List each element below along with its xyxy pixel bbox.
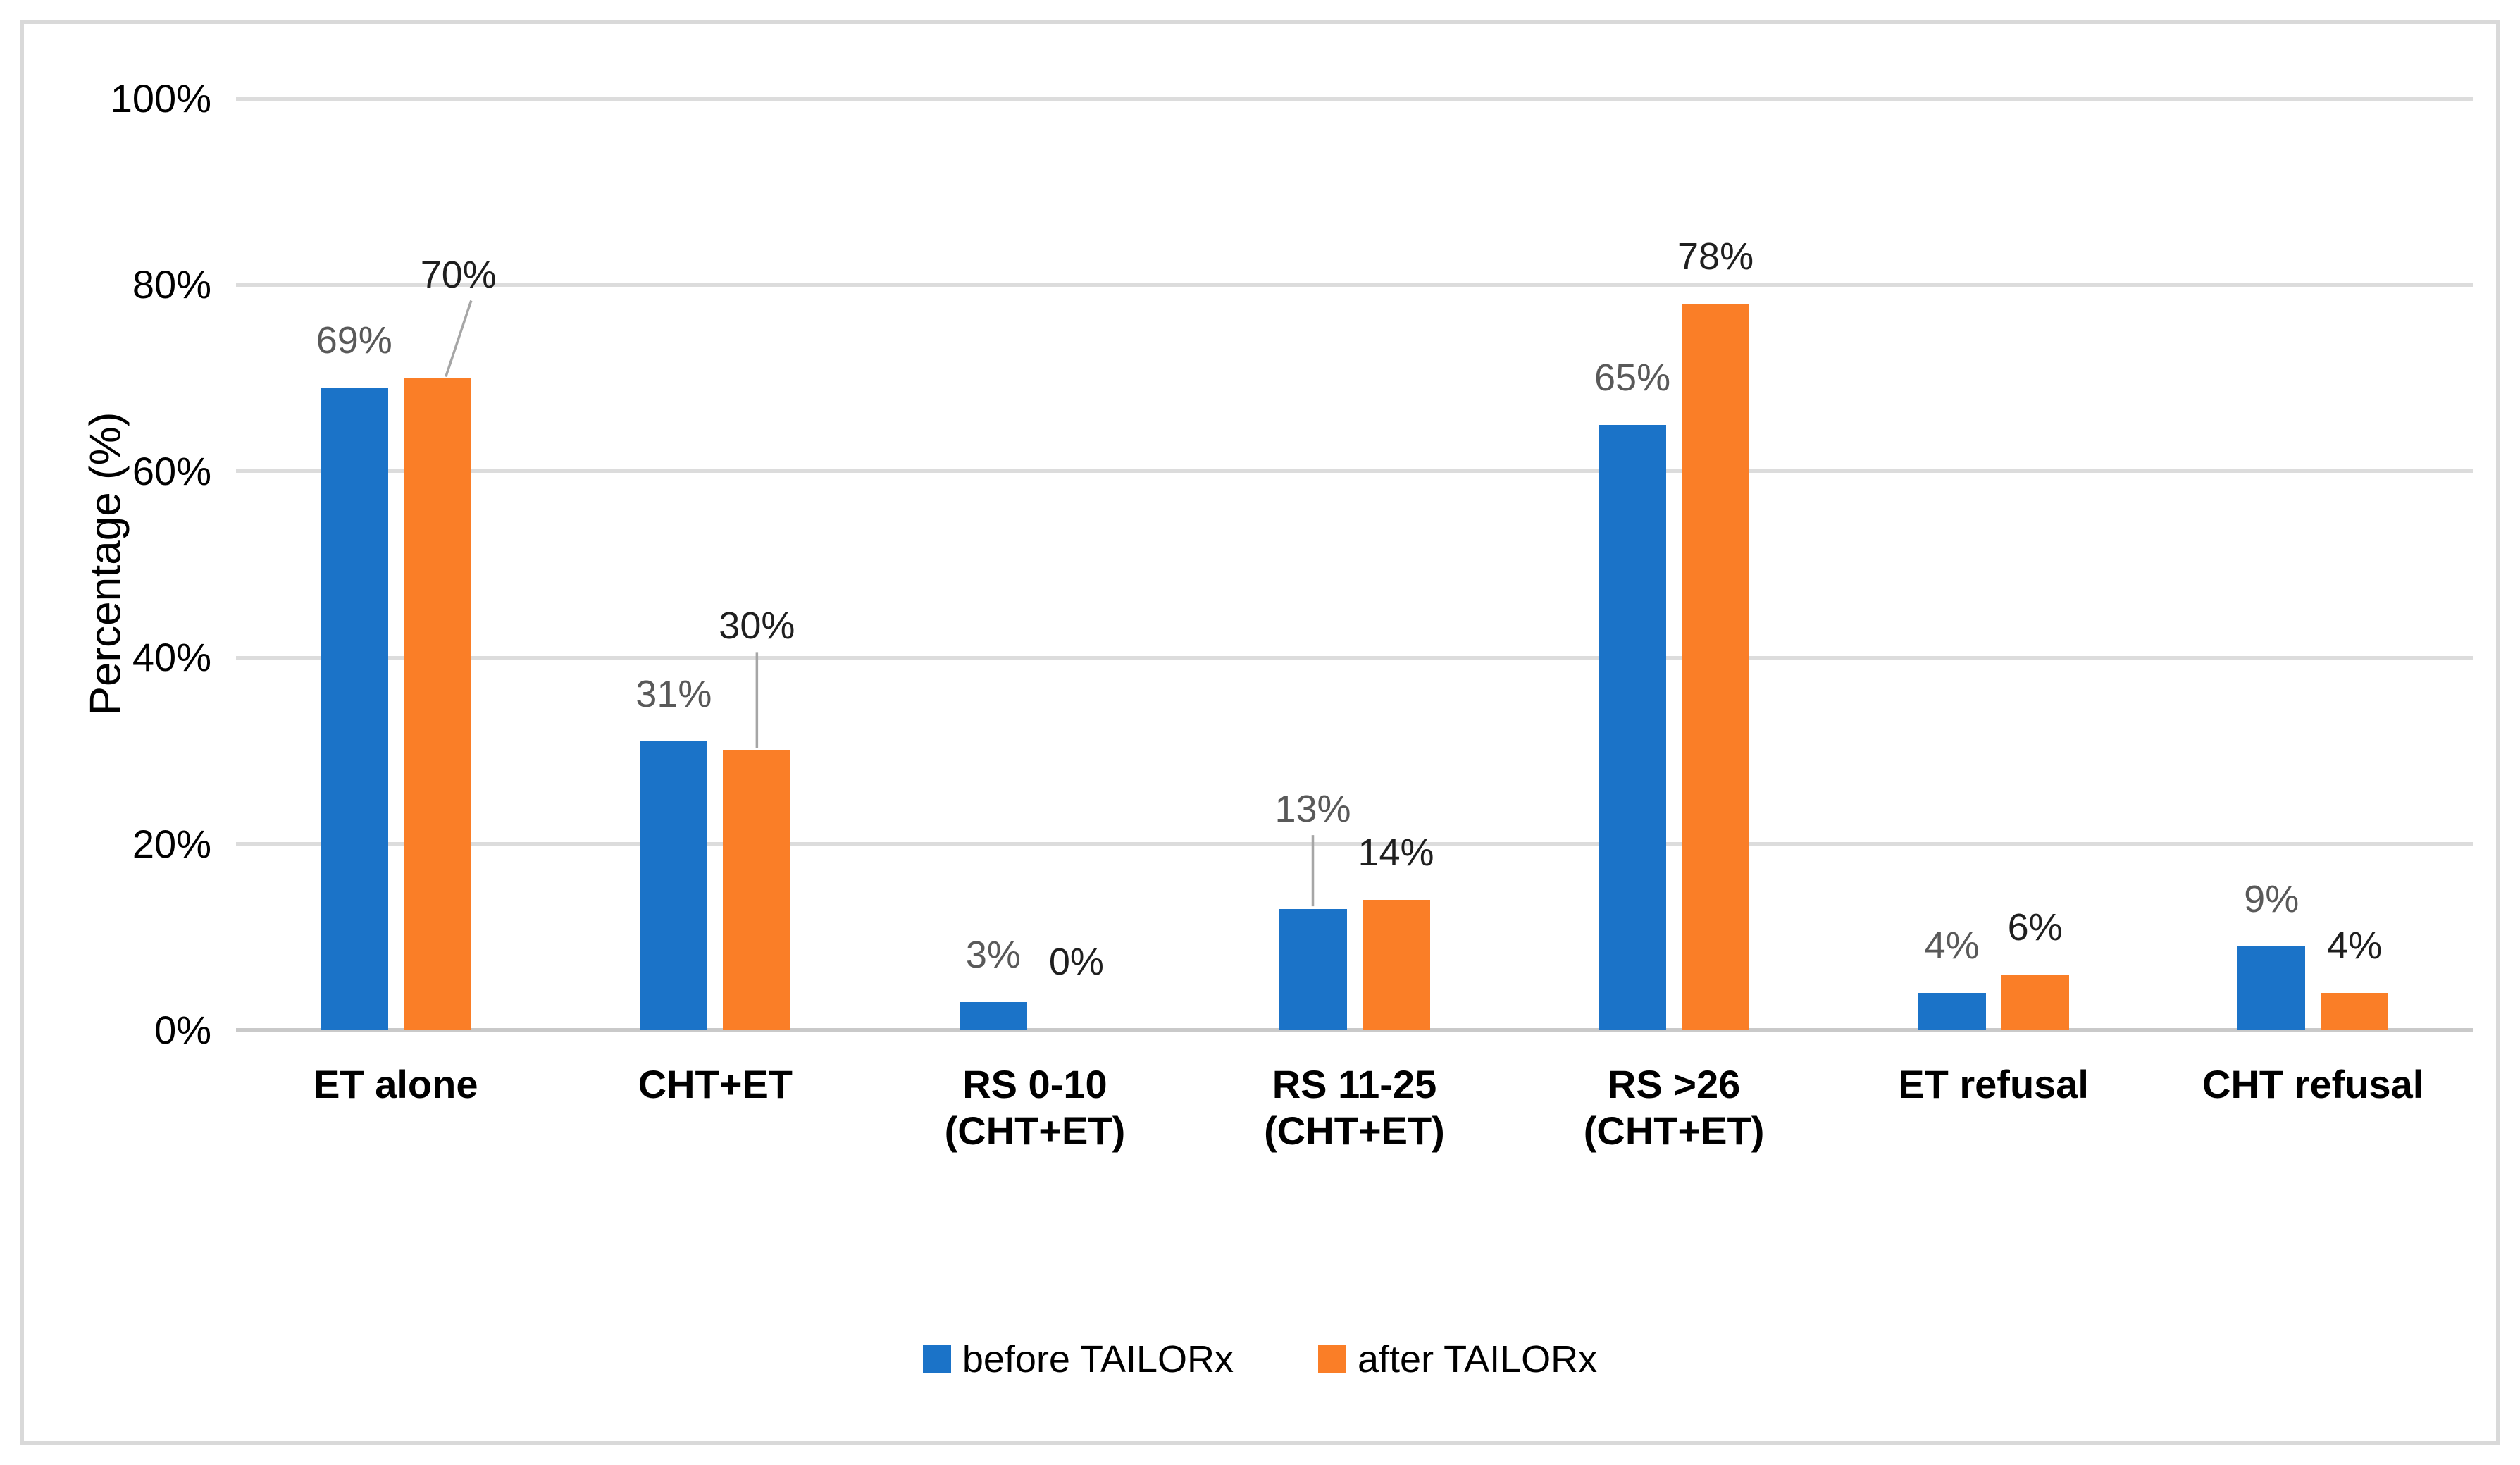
category-label: RS 0-10 (CHT+ET) bbox=[875, 1061, 1195, 1154]
bar-after-tailorx bbox=[403, 378, 471, 1030]
category-label-line: (CHT+ET) bbox=[1264, 1108, 1445, 1153]
bar-before-tailorx bbox=[1918, 993, 1986, 1030]
data-label: 13% bbox=[1274, 788, 1351, 831]
data-label: 14% bbox=[1358, 831, 1434, 874]
category-label-line: (CHT+ET) bbox=[1583, 1108, 1765, 1153]
bar-before-tailorx bbox=[1279, 909, 1347, 1030]
y-tick-label: 0% bbox=[154, 1008, 211, 1052]
category-label: RS >26 (CHT+ET) bbox=[1514, 1061, 1834, 1154]
data-label: 65% bbox=[1594, 356, 1671, 399]
leader-line bbox=[445, 300, 473, 378]
y-tick-label: 20% bbox=[132, 821, 211, 866]
y-tick-label: 40% bbox=[132, 635, 211, 680]
legend-swatch-icon bbox=[1318, 1345, 1347, 1373]
gridline bbox=[236, 97, 2473, 101]
data-label: 0% bbox=[1048, 941, 1104, 983]
data-label: 6% bbox=[2007, 905, 2063, 948]
data-label: 4% bbox=[2327, 925, 2383, 968]
bar-before-tailorx bbox=[320, 387, 388, 1030]
y-tick-label: 80% bbox=[132, 262, 211, 307]
legend-label: before TAILORx bbox=[962, 1338, 1234, 1380]
y-tick-label: 100% bbox=[110, 76, 211, 120]
category-label: CHT refusal bbox=[2153, 1061, 2473, 1108]
legend: before TAILORx after TAILORx bbox=[0, 1340, 2520, 1378]
bar-after-tailorx bbox=[1362, 899, 1430, 1030]
gridline bbox=[236, 842, 2473, 846]
gridline bbox=[236, 655, 2473, 660]
bar-before-tailorx bbox=[2237, 946, 2306, 1030]
category-label-line: CHT refusal bbox=[2202, 1062, 2424, 1106]
legend-label: after TAILORx bbox=[1358, 1338, 1598, 1380]
data-label: 30% bbox=[719, 605, 795, 648]
legend-swatch-icon bbox=[922, 1345, 951, 1373]
category-label-line: RS >26 bbox=[1607, 1062, 1741, 1106]
gridline bbox=[236, 469, 2473, 474]
category-label-line: CHT+ET bbox=[638, 1062, 793, 1106]
data-label: 69% bbox=[316, 319, 392, 361]
bar-after-tailorx bbox=[2001, 974, 2069, 1030]
bar-before-tailorx bbox=[1599, 424, 1667, 1030]
x-axis-line bbox=[236, 1028, 2473, 1032]
category-label: RS 11-25 (CHT+ET) bbox=[1195, 1061, 1515, 1154]
category-label-line: ET alone bbox=[314, 1062, 478, 1106]
category-label: ET refusal bbox=[1834, 1061, 2154, 1108]
category-label-line: (CHT+ET) bbox=[944, 1108, 1126, 1153]
category-label: CHT+ET bbox=[556, 1061, 876, 1108]
category-label-line: ET refusal bbox=[1898, 1062, 2089, 1106]
data-label: 31% bbox=[635, 673, 712, 716]
data-label: 3% bbox=[965, 934, 1021, 977]
category-label-line: RS 0-10 bbox=[962, 1062, 1107, 1106]
data-label: 4% bbox=[1924, 925, 1980, 968]
data-label: 78% bbox=[1677, 235, 1754, 278]
plot-area: 69% 31% 3% 13% 65% 4% 9% 70% 30% 0% 14% 78% 6% 4% bbox=[236, 97, 2473, 1032]
bar-before-tailorx bbox=[640, 741, 708, 1030]
category-label-line: RS 11-25 bbox=[1272, 1062, 1437, 1106]
bar-after-tailorx bbox=[723, 750, 791, 1030]
gridline bbox=[236, 283, 2473, 287]
category-label: ET alone bbox=[236, 1061, 556, 1108]
data-label: 9% bbox=[2244, 878, 2299, 921]
legend-item: before TAILORx bbox=[922, 1338, 1234, 1380]
data-label: 70% bbox=[420, 253, 497, 296]
bar-after-tailorx bbox=[2321, 993, 2389, 1030]
legend-item: after TAILORx bbox=[1318, 1340, 1597, 1378]
leader-lines-layer bbox=[445, 300, 1315, 907]
bar-after-tailorx bbox=[1682, 303, 1750, 1030]
bar-before-tailorx bbox=[959, 1002, 1027, 1030]
y-tick-label: 60% bbox=[132, 448, 211, 493]
